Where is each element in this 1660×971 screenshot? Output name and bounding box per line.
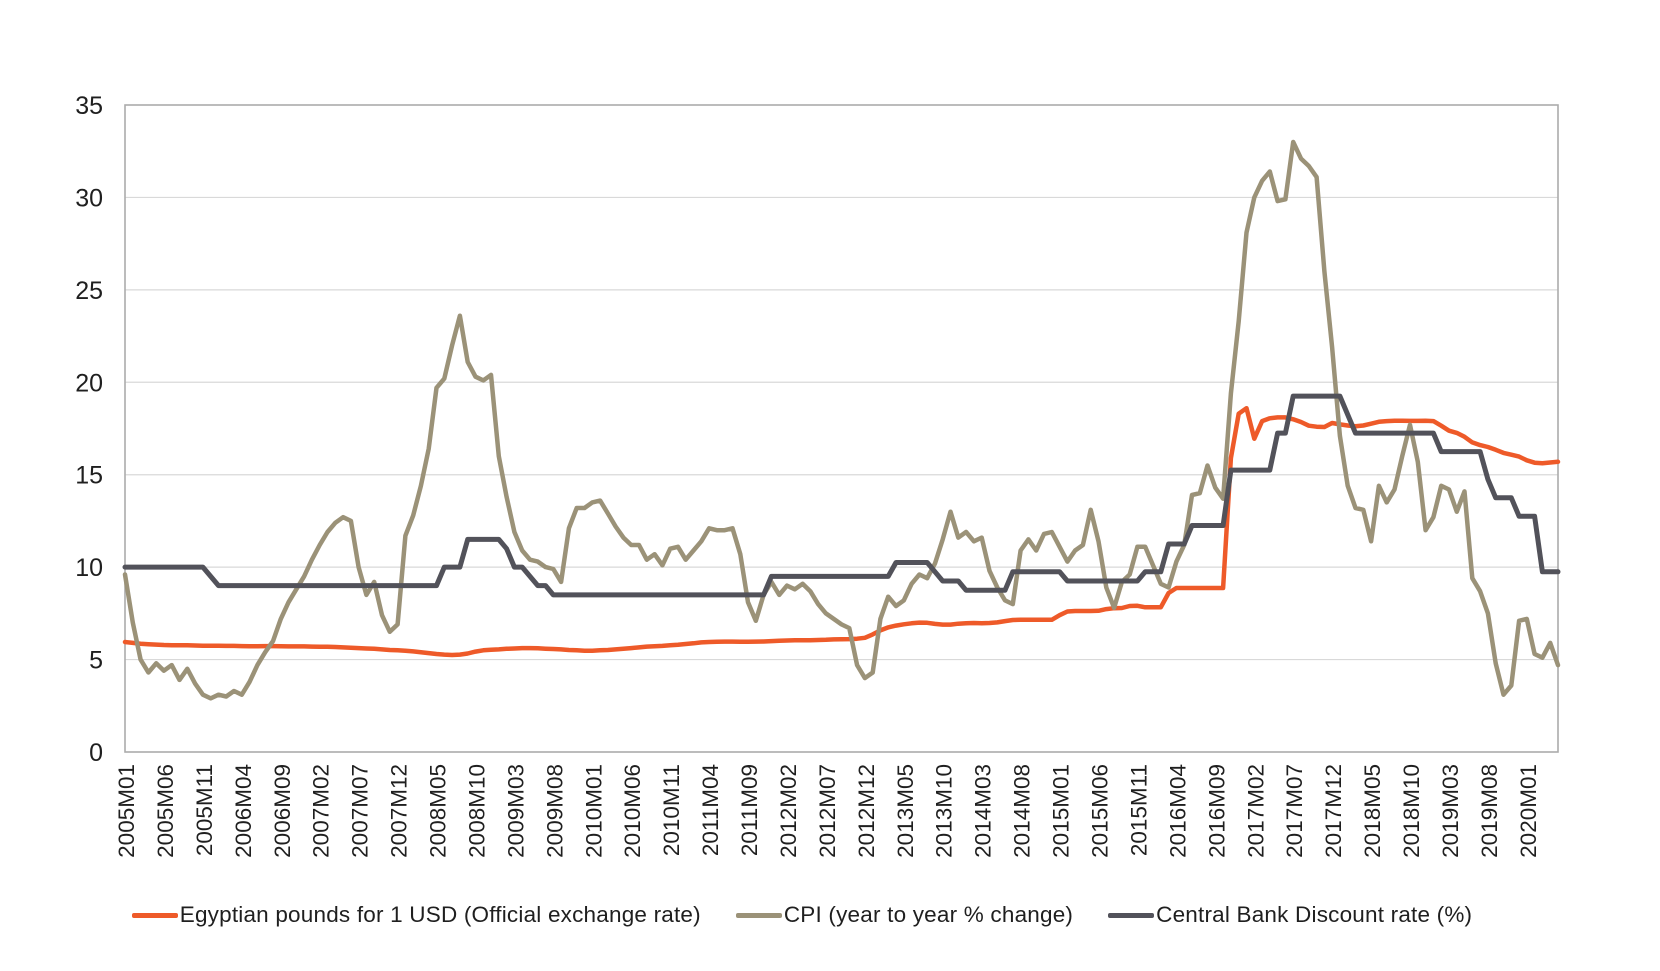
x-axis-tick-label: 2005M01 <box>114 764 139 858</box>
y-axis-tick-label: 30 <box>75 184 103 212</box>
x-axis-tick-label: 2010M11 <box>659 764 684 856</box>
x-axis-tick-label: 2018M05 <box>1360 764 1385 858</box>
cpi-line <box>122 139 1561 701</box>
x-axis-tick-label: 2010M01 <box>581 764 606 858</box>
x-axis-tick-label: 2007M07 <box>348 764 373 858</box>
plot-area-border <box>124 104 1559 753</box>
x-axis-tick-label: 2006M09 <box>270 764 295 858</box>
chart-legend: Egyptian pounds for 1 USD (Official exch… <box>0 897 1604 933</box>
x-axis-tick-label: 2015M06 <box>1088 764 1113 858</box>
y-axis-tick-label: 15 <box>75 462 103 490</box>
x-axis-tick-label: 2014M08 <box>1010 764 1035 858</box>
legend-label: Central Bank Discount rate (%) <box>1156 902 1473 927</box>
y-axis-tick-label: 35 <box>75 92 103 120</box>
x-axis-tick-label: 2015M11 <box>1126 764 1151 856</box>
x-axis-tick-label: 2011M04 <box>698 764 723 856</box>
legend-item-cpi-line: CPI (year to year % change) <box>735 902 1074 928</box>
x-axis-tick-label: 2019M08 <box>1477 764 1502 858</box>
x-axis-tick-label: 2015M01 <box>1049 764 1074 858</box>
exchange-rate-line <box>122 405 1561 658</box>
x-axis-tick-label: 2017M07 <box>1282 764 1307 858</box>
x-axis-tick-label: 2005M06 <box>153 764 178 858</box>
x-axis-tick-label: 2007M02 <box>309 764 334 858</box>
x-axis-tick-label: 2017M02 <box>1243 764 1268 858</box>
x-axis-tick-label: 2018M10 <box>1399 764 1424 858</box>
x-axis-tick-label: 2012M02 <box>776 764 801 858</box>
x-axis-tick-label: 2010M06 <box>620 764 645 858</box>
x-axis-tick-label: 2016M04 <box>1165 764 1190 858</box>
x-axis-tick-label: 2016M09 <box>1204 764 1229 858</box>
x-axis-tick-label: 2006M04 <box>231 764 256 858</box>
legend-label: CPI (year to year % change) <box>783 902 1074 927</box>
legend-item-discount-rate-line: Central Bank Discount rate (%) <box>1108 902 1472 928</box>
x-axis-tick-label: 2007M12 <box>387 764 412 858</box>
x-axis-tick-label: 2013M10 <box>932 764 957 858</box>
x-axis-tick-label: 2012M07 <box>815 764 840 858</box>
x-axis-tick-label: 2009M08 <box>542 764 567 858</box>
discount-rate-line <box>122 393 1561 598</box>
y-axis-tick-label: 25 <box>75 277 103 305</box>
x-axis-tick-label: 2013M05 <box>893 764 918 858</box>
x-axis-tick-label: 2011M09 <box>737 764 762 856</box>
legend-swatch <box>1108 912 1155 918</box>
x-axis-tick-label: 2017M12 <box>1321 764 1346 858</box>
x-axis-tick-label: 2008M05 <box>426 764 451 858</box>
y-axis-tick-label: 0 <box>89 739 103 767</box>
y-axis-tick-label: 20 <box>75 369 103 397</box>
legend-label: Egyptian pounds for 1 USD (Official exch… <box>179 902 701 927</box>
x-axis-tick-label: 2009M03 <box>503 764 528 858</box>
x-axis-tick-label: 2008M10 <box>464 764 489 858</box>
x-axis-tick-label: 2019M03 <box>1438 764 1463 858</box>
x-axis-tick-label: 2005M11 <box>192 764 217 856</box>
x-axis-tick-label: 2014M03 <box>971 764 996 858</box>
legend-swatch <box>131 912 178 918</box>
legend-item-exchange-rate-line: Egyptian pounds for 1 USD (Official exch… <box>131 902 701 928</box>
y-axis-tick-label: 5 <box>89 647 103 675</box>
legend-swatch <box>735 912 782 918</box>
x-axis-tick-label: 2020M01 <box>1516 764 1541 858</box>
x-axis-tick-label: 2012M12 <box>854 764 879 858</box>
y-axis-tick-label: 10 <box>75 554 103 582</box>
